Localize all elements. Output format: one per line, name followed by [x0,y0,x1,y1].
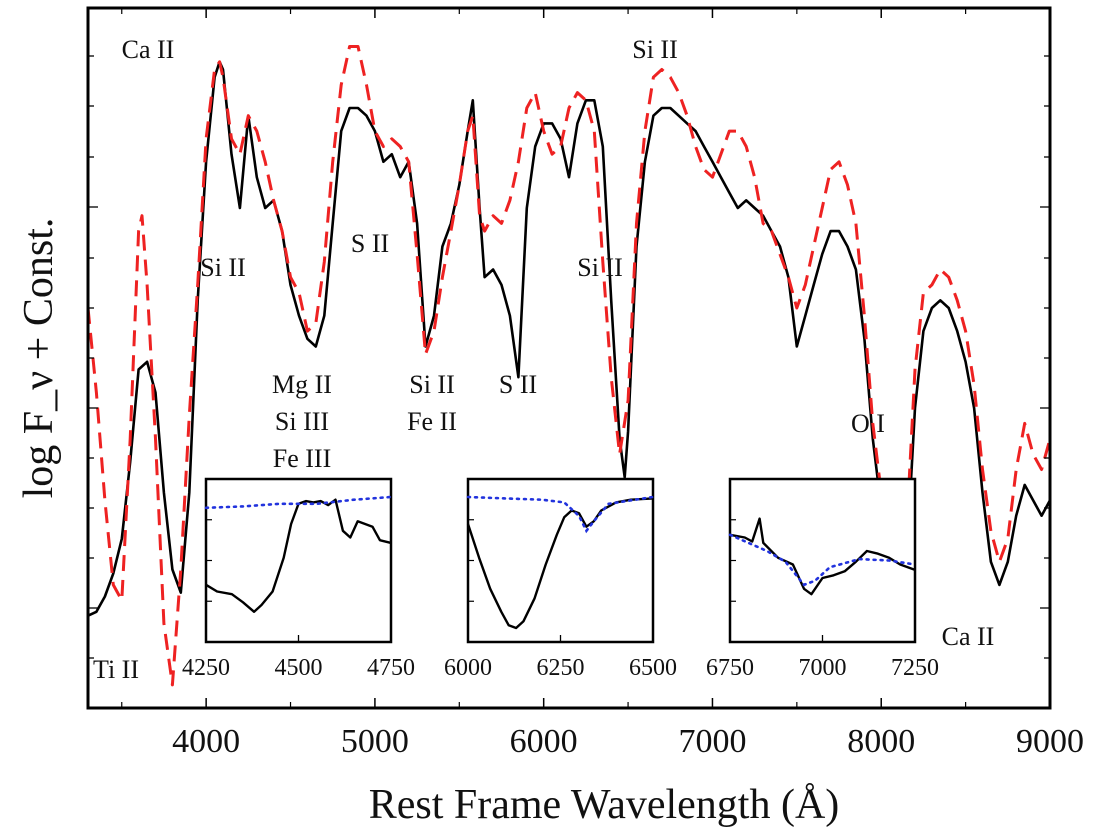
y-axis-label: log F_ν + Const. [16,218,62,499]
inset-x-tick-label: 6250 [537,655,585,681]
x-tick-label: 6000 [510,723,578,760]
line-annotation-label: Si II [200,253,246,282]
line-annotation-label: S II [351,229,389,258]
inset-x-tick-label: 4750 [367,655,415,681]
inset-x-tick-label: 6000 [444,655,492,681]
inset-frame [728,477,917,644]
inset-x-tick-label: 7000 [799,655,847,681]
inset-spectrum-line [205,498,392,613]
line-annotation-label: Si III [275,407,329,436]
inset-panels: 4250 4500 4750 6000 6250 6500 6750 7000 7250 [182,477,939,681]
x-tick-label: 5000 [341,723,409,760]
inset-x-tick-label: 7250 [891,655,939,681]
x-tick-label: 7000 [678,723,746,760]
line-annotation-label: Fe II [407,407,457,436]
line-annotation-label: O I [851,409,885,438]
inset-x-tick-label: 6500 [629,655,677,681]
line-annotation-label: Ti II [93,655,139,684]
inset-continuum-dotted-line [728,533,917,587]
line-annotation-label: Ca II [942,622,995,651]
x-tick-label: 8000 [847,723,915,760]
x-axis-ticks: 4000 5000 6000 7000 8000 9000 [121,8,1084,760]
inset-frame [466,477,655,644]
model-spectrum-dashed-line [88,45,1050,687]
x-axis-label: Rest Frame Wavelength (Å) [369,782,840,828]
inset-panel: 6000 6250 6500 [444,477,677,681]
inset-x-tick-label: 4250 [182,655,230,681]
inset-spectrum-line [729,517,916,596]
line-annotation-label: Si II [577,253,623,282]
x-tick-label: 4000 [172,723,240,760]
inset-panel: 4250 4500 4750 [182,477,415,681]
line-annotation-label: Mg II [272,370,332,399]
plot-area: Ca II Si II Si II S II Si II Mg II Si III Fe II… [88,35,1050,687]
line-annotation-label: Fe III [273,444,331,473]
inset-continuum-dotted-line [204,495,393,510]
line-annotation-label: Si II [632,35,678,64]
x-tick-label: 9000 [1016,723,1084,760]
inset-spectrum-line [466,497,654,630]
y-axis-ticks [88,55,1050,659]
inset-panel: 6750 7000 7250 [706,477,939,681]
line-annotation-label: Si II [409,370,455,399]
line-annotations: Ca II Si II Si II S II Si II Mg II Si III Fe II… [93,35,994,684]
inset-continuum-dotted-line [466,495,655,534]
line-annotation-label: S II [499,370,537,399]
inset-x-tick-label: 4500 [275,655,323,681]
line-annotation-label: Ca II [122,35,175,64]
inset-x-tick-label: 6750 [706,655,754,681]
